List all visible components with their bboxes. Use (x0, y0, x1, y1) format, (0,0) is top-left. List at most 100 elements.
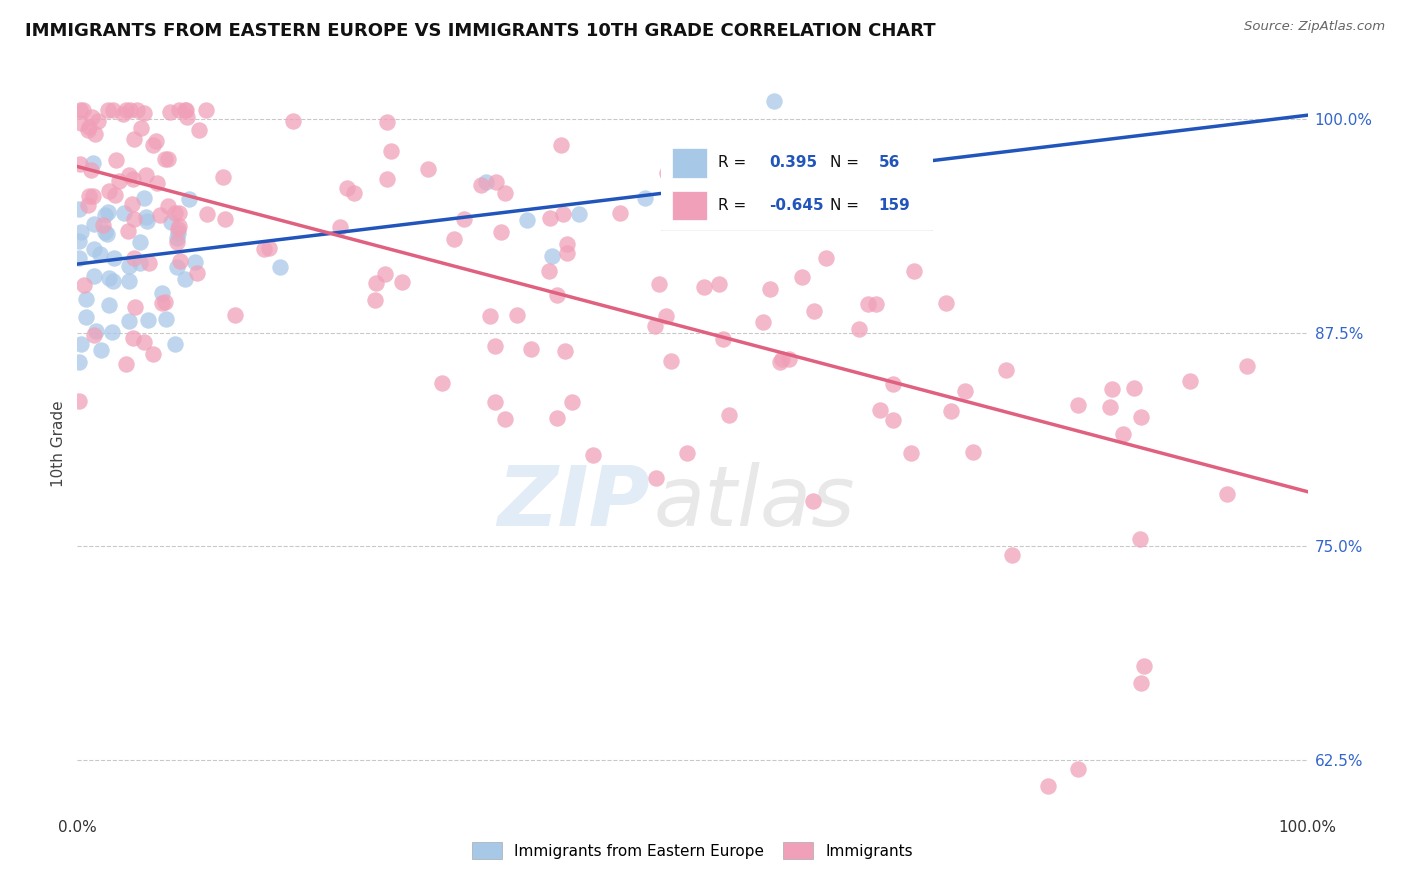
Point (554, 343, 576, 358)
Text: ZIP: ZIP (496, 462, 650, 543)
Point (475, 175, 498, 189)
Point (127, 103, 149, 117)
Point (124, 212, 146, 227)
Point (655, 310, 678, 324)
Point (1001, 548, 1024, 562)
Point (568, 207, 591, 221)
Point (1067, 762, 1090, 776)
Point (97, 204, 120, 219)
Point (489, 225, 512, 239)
Point (648, 277, 671, 292)
Point (551, 207, 574, 221)
Point (167, 227, 190, 241)
Point (1129, 533, 1152, 547)
Point (118, 274, 141, 288)
Point (865, 297, 887, 311)
Point (94, 208, 117, 222)
Point (77, 123, 100, 137)
Point (1123, 381, 1146, 395)
Point (96, 227, 118, 241)
Point (375, 114, 398, 128)
Point (150, 296, 173, 310)
Text: N =: N = (830, 155, 859, 170)
Point (75, 310, 97, 325)
Point (212, 170, 235, 185)
Point (494, 186, 516, 200)
Point (91, 218, 114, 232)
Point (153, 153, 176, 167)
Point (112, 107, 135, 121)
Point (124, 300, 146, 314)
Point (75, 292, 97, 306)
Point (443, 232, 465, 246)
Point (118, 259, 141, 273)
Point (142, 347, 165, 361)
Point (803, 304, 825, 318)
Text: N =: N = (830, 198, 859, 213)
Point (166, 230, 188, 244)
Point (769, 354, 792, 368)
Bar (672, 148, 707, 178)
Point (165, 205, 187, 219)
Point (374, 267, 396, 281)
Point (117, 314, 139, 328)
Point (801, 494, 824, 508)
Text: atlas: atlas (654, 462, 855, 543)
Point (76, 198, 98, 212)
Point (194, 103, 217, 117)
Point (939, 404, 962, 418)
Point (128, 256, 150, 270)
Point (561, 394, 583, 409)
Point (67, 393, 90, 408)
Point (520, 342, 543, 356)
Text: R =: R = (718, 198, 747, 213)
Point (555, 237, 578, 252)
Point (1130, 676, 1153, 690)
Point (167, 103, 190, 117)
Point (281, 113, 304, 128)
Point (953, 384, 976, 398)
Point (550, 138, 572, 153)
Point (676, 446, 699, 460)
Point (380, 144, 402, 158)
Point (67, 355, 90, 369)
Point (160, 215, 183, 229)
Point (129, 235, 152, 249)
Point (752, 314, 775, 328)
Point (1129, 410, 1152, 425)
Point (214, 212, 236, 227)
Point (711, 332, 734, 346)
Point (1133, 659, 1156, 673)
Point (174, 103, 197, 117)
Point (157, 152, 180, 166)
Point (77, 189, 100, 203)
Point (848, 322, 870, 336)
Point (150, 285, 173, 300)
Point (763, 95, 786, 109)
Point (166, 235, 188, 249)
FancyBboxPatch shape (658, 137, 936, 232)
Point (329, 219, 352, 234)
Point (375, 172, 398, 186)
Point (97, 103, 120, 117)
Point (135, 210, 157, 224)
Y-axis label: 10th Grade: 10th Grade (51, 401, 66, 487)
Point (869, 402, 891, 417)
Point (163, 336, 186, 351)
Point (82, 189, 104, 203)
Point (257, 242, 280, 256)
Point (115, 103, 138, 117)
Point (541, 249, 564, 263)
Point (83, 327, 105, 342)
Point (770, 351, 793, 366)
Point (759, 282, 782, 296)
Point (494, 412, 516, 426)
Text: Source: ZipAtlas.com: Source: ZipAtlas.com (1244, 20, 1385, 33)
Point (138, 255, 160, 269)
Point (823, 202, 845, 216)
Point (1178, 375, 1201, 389)
Point (149, 208, 172, 222)
Point (134, 190, 156, 204)
Point (73, 277, 96, 292)
Point (546, 411, 568, 425)
